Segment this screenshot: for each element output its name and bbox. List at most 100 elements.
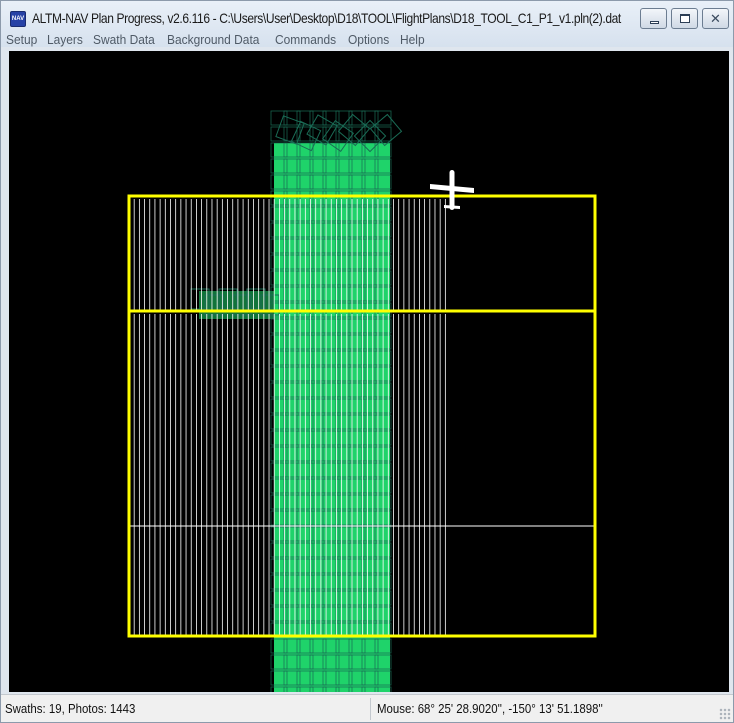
plan-boundary-layer — [127, 194, 597, 638]
minimize-button[interactable] — [640, 8, 667, 29]
photo-footprint — [246, 288, 266, 310]
plan-progress-map[interactable] — [9, 51, 729, 692]
photo-footprint — [348, 110, 366, 126]
window-title: ALTM-NAV Plan Progress, v2.6.116 - C:\Us… — [32, 10, 621, 26]
close-button[interactable]: ✕ — [702, 8, 729, 29]
swath-photo-count: Swaths: 19, Photos: 1443 — [5, 701, 136, 716]
photo-footprint — [361, 126, 379, 142]
status-mouse: Mouse: 68° 25' 28.9020'', -150° 13' 51.1… — [373, 698, 713, 720]
menu-commands[interactable]: Commands — [274, 31, 336, 47]
photo-footprint — [283, 190, 301, 206]
photo-footprint — [283, 142, 301, 158]
photo-footprint — [361, 670, 379, 686]
menu-setup[interactable]: Setup — [6, 31, 38, 47]
menu-layers[interactable]: Layers — [46, 31, 83, 47]
photo-footprint — [337, 113, 371, 147]
photo-footprint — [283, 158, 301, 174]
photo-footprint — [218, 288, 238, 310]
menu-help[interactable]: Help — [399, 31, 425, 47]
photo-footprint — [204, 294, 224, 316]
photo-footprint — [296, 126, 314, 142]
photo-footprint — [348, 670, 366, 686]
photo-footprint — [348, 686, 366, 692]
photo-footprint — [270, 670, 288, 686]
minimize-icon — [650, 21, 659, 24]
photo-footprint — [309, 686, 327, 692]
photo-footprint — [283, 654, 301, 670]
photo-footprint — [296, 174, 314, 190]
photo-footprint — [309, 110, 327, 126]
photo-footprint — [283, 670, 301, 686]
airplane-wing — [430, 184, 474, 193]
photo-footprint — [361, 110, 379, 126]
photo-footprint — [374, 670, 392, 686]
photo-footprint — [283, 686, 301, 692]
photo-footprint — [309, 190, 327, 206]
airplane-icon — [430, 170, 474, 210]
title-bar[interactable]: NAV ALTM-NAV Plan Progress, v2.6.116 - C… — [1, 1, 733, 47]
photo-footprint — [322, 174, 340, 190]
photo-footprint — [335, 158, 353, 174]
maximize-button[interactable] — [671, 8, 698, 29]
photo-footprint — [361, 638, 379, 654]
plan-boundary — [127, 194, 597, 638]
menu-options[interactable]: Options — [348, 31, 390, 47]
photo-footprint — [374, 686, 392, 692]
menu-swath-data[interactable]: Swath Data — [93, 31, 155, 47]
photo-footprint — [369, 113, 403, 147]
photo-footprint — [270, 654, 288, 670]
photo-footprint — [335, 654, 353, 670]
photo-footprint — [374, 174, 392, 190]
map-canvas[interactable] — [9, 51, 729, 692]
photo-footprint — [374, 110, 392, 126]
menu-bar: Setup Layers Swath Data Background Data … — [1, 29, 733, 49]
photo-footprint — [309, 174, 327, 190]
photo-footprint — [309, 638, 327, 654]
resize-grip-icon[interactable] — [719, 708, 731, 720]
photo-footprint — [296, 638, 314, 654]
photo-footprint — [361, 686, 379, 692]
swath-band — [274, 143, 390, 692]
airplane-tail — [444, 205, 460, 209]
mouse-coordinates: Mouse: 68° 25' 28.9020'', -150° 13' 51.1… — [377, 701, 603, 716]
photo-footprint — [374, 158, 392, 174]
photo-footprint — [361, 142, 379, 158]
window-controls: ✕ — [640, 8, 729, 29]
photo-footprint — [335, 670, 353, 686]
photo-footprint — [283, 110, 301, 126]
photo-footprint — [296, 670, 314, 686]
status-swaths: Swaths: 19, Photos: 1443 — [1, 698, 371, 720]
photo-footprint — [335, 638, 353, 654]
photo-footprint — [270, 174, 288, 190]
photo-footprint — [348, 654, 366, 670]
menu-background-data[interactable]: Background Data — [167, 31, 260, 47]
photo-footprint — [361, 190, 379, 206]
photo-footprint — [290, 120, 322, 152]
photo-footprint — [322, 670, 340, 686]
photo-footprint — [348, 158, 366, 174]
photo-footprint — [309, 654, 327, 670]
photo-footprint — [306, 114, 338, 146]
photo-footprint — [283, 174, 301, 190]
photo-footprint — [309, 158, 327, 174]
photo-footprint — [309, 670, 327, 686]
photo-footprint — [270, 686, 288, 692]
photo-footprint — [321, 119, 355, 153]
photo-footprint — [296, 110, 314, 126]
photo-footprint — [296, 158, 314, 174]
photo-footprint — [322, 654, 340, 670]
photo-footprint — [361, 174, 379, 190]
photo-footprint — [353, 119, 387, 153]
photo-footprint — [322, 158, 340, 174]
photo-footprint — [322, 686, 340, 692]
photo-footprint — [275, 115, 305, 145]
photo-footprint — [296, 654, 314, 670]
photo-footprint — [374, 654, 392, 670]
photo-footprint — [270, 110, 288, 126]
airplane-shape — [430, 170, 474, 210]
photo-footprint — [283, 638, 301, 654]
nav-app-icon[interactable]: NAV — [10, 11, 26, 27]
photo-footprint — [335, 142, 353, 158]
photo-footprint — [348, 174, 366, 190]
